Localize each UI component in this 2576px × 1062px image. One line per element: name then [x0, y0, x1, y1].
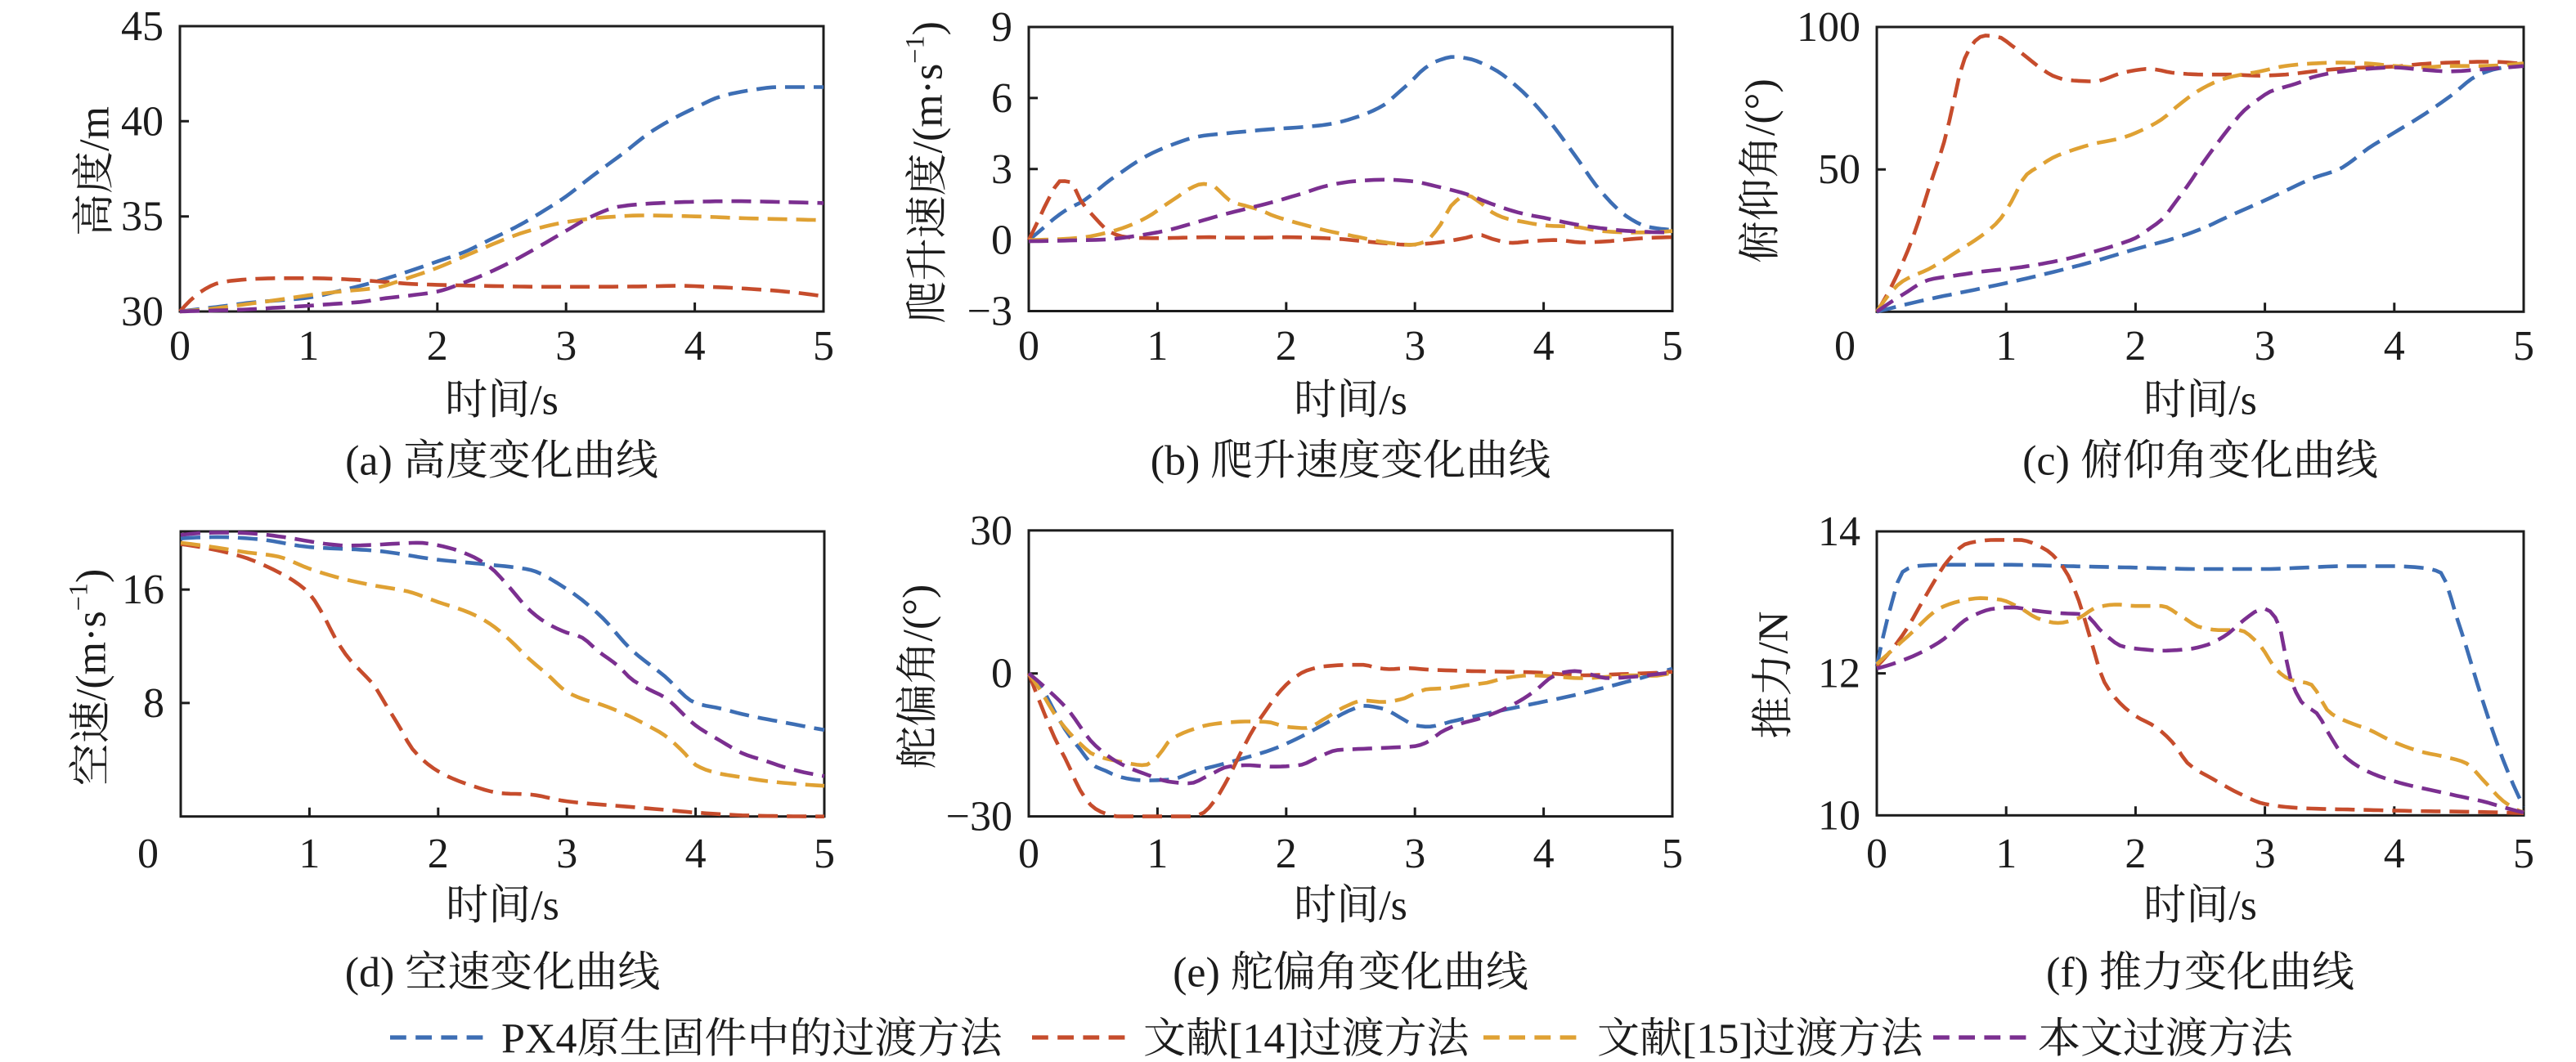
svg-text:5: 5	[2513, 831, 2534, 877]
svg-text:100: 100	[1797, 4, 1860, 51]
svg-text:8: 8	[143, 680, 164, 727]
svg-text:5: 5	[814, 831, 835, 877]
svg-text:5: 5	[1662, 323, 1683, 370]
svg-text:4: 4	[1533, 831, 1555, 877]
svg-text:0: 0	[169, 323, 191, 370]
svg-text:6: 6	[991, 75, 1012, 122]
svg-text:4: 4	[2384, 323, 2405, 370]
svg-text:0: 0	[1018, 323, 1039, 370]
svg-text:3: 3	[556, 831, 577, 877]
svg-text:2: 2	[1276, 831, 1297, 877]
svg-text:3: 3	[1404, 831, 1425, 877]
svg-text:4: 4	[685, 831, 707, 877]
svg-text:/(m·s: /(m·s	[69, 611, 115, 701]
svg-text:3: 3	[991, 146, 1012, 193]
svg-text:0: 0	[1834, 323, 1856, 370]
svg-text:/s: /s	[1379, 378, 1407, 424]
svg-text:−30: −30	[946, 793, 1012, 840]
svg-text:1: 1	[1147, 831, 1168, 877]
svg-text:2: 2	[2125, 323, 2146, 370]
svg-text:PX4: PX4	[501, 1016, 577, 1062]
svg-text:[14]: [14]	[1228, 1016, 1299, 1062]
svg-text:45: 45	[121, 3, 164, 50]
svg-text:−1: −1	[900, 35, 930, 63]
svg-text:3: 3	[2255, 831, 2276, 877]
svg-text:(e): (e)	[1173, 950, 1220, 997]
svg-text:/(m·s: /(m·s	[905, 64, 952, 154]
svg-text:0: 0	[1866, 831, 1887, 877]
svg-text:4: 4	[2384, 831, 2405, 877]
svg-text:/s: /s	[2228, 883, 2257, 930]
svg-text:4: 4	[684, 323, 706, 370]
svg-text:3: 3	[555, 323, 577, 370]
svg-text:0: 0	[137, 831, 159, 877]
svg-text:(b): (b)	[1151, 438, 1200, 485]
svg-text:1: 1	[1147, 323, 1168, 370]
svg-text:(f): (f)	[2046, 950, 2089, 997]
svg-text:−1: −1	[64, 583, 93, 611]
svg-text:0: 0	[991, 217, 1012, 264]
svg-text:1: 1	[1995, 323, 2017, 370]
svg-text:1: 1	[298, 831, 320, 877]
svg-text:5: 5	[2513, 323, 2534, 370]
svg-text:/s: /s	[530, 378, 559, 424]
svg-text:0: 0	[1018, 831, 1039, 877]
svg-text:10: 10	[1818, 792, 1860, 839]
svg-text:(d): (d)	[345, 950, 395, 997]
svg-text:1: 1	[1995, 831, 2017, 877]
svg-text:9: 9	[991, 4, 1012, 51]
svg-text:/(°): /(°)	[1738, 78, 1784, 136]
svg-text:2: 2	[428, 831, 449, 877]
svg-text:4: 4	[1533, 323, 1555, 370]
svg-text:2: 2	[427, 323, 448, 370]
svg-text:14: 14	[1818, 509, 1860, 555]
svg-text:5: 5	[1662, 831, 1683, 877]
svg-text:[15]: [15]	[1682, 1016, 1753, 1062]
svg-text:3: 3	[1404, 323, 1425, 370]
svg-text:30: 30	[970, 508, 1012, 554]
svg-text:(c): (c)	[2022, 438, 2070, 485]
svg-text:12: 12	[1818, 651, 1860, 697]
svg-text:5: 5	[813, 323, 834, 370]
svg-text:/s: /s	[2228, 378, 2257, 424]
svg-text:/s: /s	[1379, 883, 1407, 930]
svg-text:2: 2	[2125, 831, 2146, 877]
svg-text:−3: −3	[967, 289, 1012, 335]
svg-text:35: 35	[121, 194, 164, 240]
svg-text:0: 0	[991, 651, 1012, 697]
svg-text:1: 1	[298, 323, 319, 370]
svg-text:): )	[905, 21, 952, 35]
svg-text:/N: /N	[1751, 612, 1797, 654]
svg-text:16: 16	[122, 567, 164, 613]
svg-text:30: 30	[121, 289, 164, 335]
svg-text:40: 40	[121, 98, 164, 145]
svg-text:50: 50	[1818, 146, 1860, 193]
svg-text:(a): (a)	[345, 438, 393, 485]
svg-text:/s: /s	[531, 883, 559, 930]
svg-text:3: 3	[2255, 323, 2276, 370]
svg-text:/m: /m	[72, 106, 119, 151]
svg-text:/(°): /(°)	[895, 585, 942, 642]
svg-text:): )	[69, 569, 115, 583]
svg-text:2: 2	[1276, 323, 1297, 370]
